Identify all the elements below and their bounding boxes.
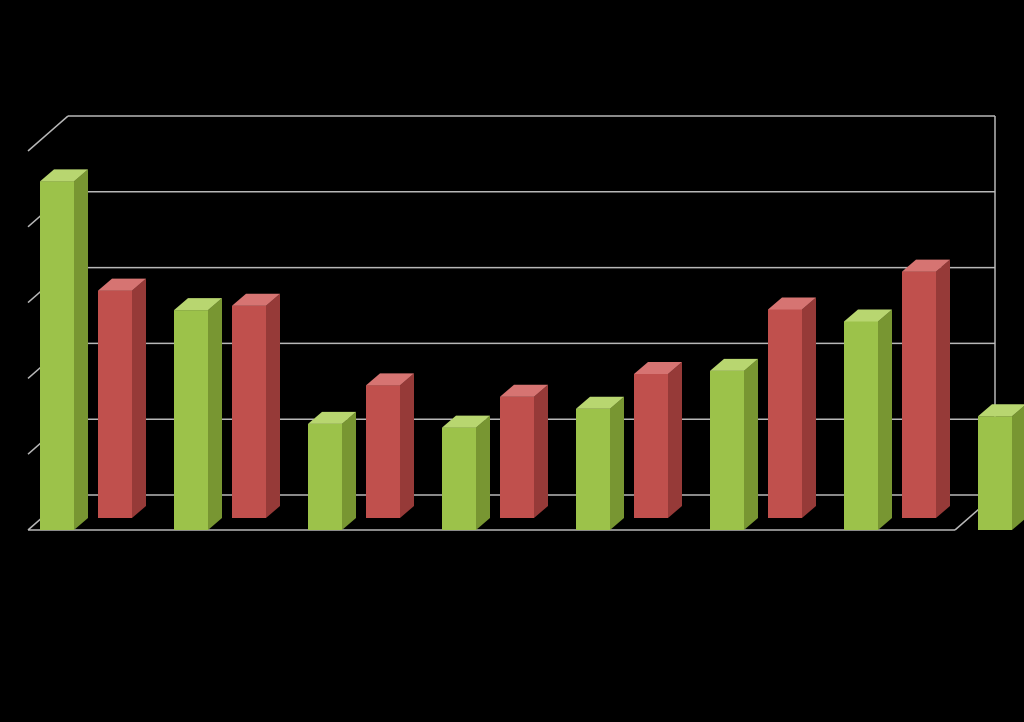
bar-chart-3d: [0, 0, 1024, 717]
